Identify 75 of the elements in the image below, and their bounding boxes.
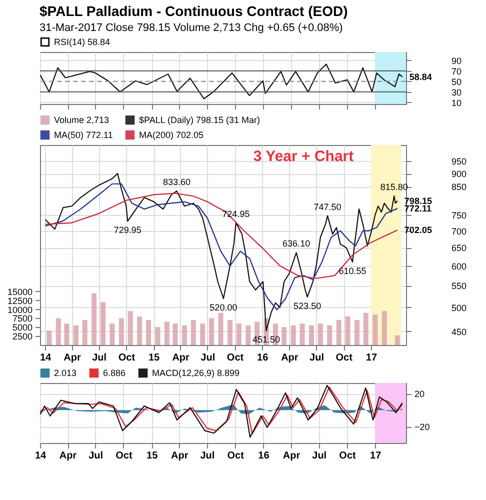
x-tick-label: 14 bbox=[34, 450, 46, 462]
line-series bbox=[44, 192, 398, 279]
y2-tick-label: 7500 bbox=[12, 314, 32, 324]
y-tick-label: 750 bbox=[452, 210, 467, 221]
x-tick-label: Apr bbox=[64, 352, 81, 364]
annotation: 815.80 bbox=[380, 182, 408, 192]
y-tick-label: 500 bbox=[452, 302, 467, 313]
x-tick-label: 14 bbox=[40, 352, 52, 364]
line-series bbox=[40, 64, 403, 100]
legend-label: 2.013 bbox=[54, 368, 77, 378]
x-tick-label: Apr bbox=[172, 352, 190, 364]
y-tick-label: 50 bbox=[452, 76, 462, 87]
annotation: 636.10 bbox=[282, 238, 310, 249]
x-tick-label: 16 bbox=[258, 450, 270, 462]
annotation: 520.00 bbox=[210, 302, 238, 312]
y-tick-label: 600 bbox=[452, 261, 467, 272]
chart-title: $PALL Palladium - Continuous Contract (EOD) bbox=[40, 3, 348, 19]
annotation: 833.60 bbox=[162, 176, 191, 187]
y2-tick-label: 10000 bbox=[7, 304, 32, 315]
legend-label: MACD(12,26,9) 8.899 bbox=[152, 368, 240, 378]
legend-label: $PALL (Daily) 798.15 (31 Mar) bbox=[139, 115, 260, 126]
x-tick-label: Jul bbox=[200, 352, 216, 364]
annotation: 3 Year + Chart bbox=[253, 148, 354, 165]
x-tick-label: Jul bbox=[200, 450, 215, 462]
x-tick-label: Jul bbox=[312, 450, 327, 462]
x-tick-label: Oct bbox=[226, 352, 244, 364]
x-tick-label: Apr bbox=[281, 352, 298, 364]
annotation: 58.84 bbox=[409, 72, 432, 82]
annotation: 747.50 bbox=[314, 202, 342, 212]
y-tick-label: 700 bbox=[452, 226, 467, 236]
x-tick-label: Apr bbox=[59, 450, 77, 462]
y2-tick-label: 12500 bbox=[7, 296, 32, 306]
legend-label: MA(50) 772.11 bbox=[54, 130, 113, 140]
y-tick-label: 70 bbox=[452, 66, 462, 76]
x-tick-label: 15 bbox=[148, 352, 160, 364]
y-tick-label: 900 bbox=[452, 169, 467, 180]
annotation: 451.50 bbox=[252, 334, 280, 345]
x-tick-label: Jul bbox=[310, 352, 324, 364]
legend-label: MA(200) 702.05 bbox=[139, 130, 204, 140]
x-tick-label: Oct bbox=[336, 352, 354, 364]
x-tick-label: Oct bbox=[339, 450, 356, 462]
y-tick-label: 850 bbox=[452, 182, 467, 192]
chart-subtitle: 31-Mar-2017 Close 798.15 Volume 2,713 Chg +0.65 (+0.08%) bbox=[40, 22, 343, 34]
y-tick-label: 10 bbox=[452, 98, 462, 108]
x-tick-label: Jul bbox=[92, 352, 107, 364]
y2-tick-label: 15000 bbox=[7, 286, 32, 297]
y-tick-label: 550 bbox=[452, 281, 467, 292]
x-tick-label: 16 bbox=[257, 352, 269, 364]
annotation: 702.05 bbox=[404, 225, 432, 236]
x-tick-label: 17 bbox=[366, 352, 378, 364]
annotation: 729.95 bbox=[114, 225, 142, 236]
y-tick-label: 90 bbox=[452, 56, 462, 66]
legend-label: RSI(14) 58.84 bbox=[54, 37, 110, 47]
annotation: 523.50 bbox=[294, 300, 322, 311]
y-tick-label: 950 bbox=[452, 156, 467, 167]
y-tick-label: −20 bbox=[414, 422, 430, 432]
x-tick-label: Apr bbox=[282, 450, 300, 462]
y2-tick-label: 5000 bbox=[12, 322, 32, 333]
x-tick-label: Oct bbox=[118, 352, 136, 364]
x-tick-label: Jul bbox=[88, 450, 104, 462]
legend-label: Volume 2,713 bbox=[54, 115, 110, 126]
y2-tick-label: 2500 bbox=[12, 332, 32, 342]
y-tick-label: 20 bbox=[414, 389, 425, 400]
x-tick-label: Oct bbox=[116, 450, 133, 462]
x-tick-label: 17 bbox=[370, 450, 382, 462]
annotation: 798.15 bbox=[404, 196, 432, 206]
y-tick-label: 650 bbox=[452, 243, 467, 254]
x-tick-label: Apr bbox=[171, 450, 188, 462]
annotation: 772.11 bbox=[404, 203, 432, 214]
annotation: 610.55 bbox=[338, 266, 366, 276]
x-tick-label: Oct bbox=[227, 450, 245, 462]
legend-label: 6.886 bbox=[103, 368, 126, 378]
y-tick-label: 450 bbox=[452, 326, 467, 337]
y-tick-label: 30 bbox=[452, 87, 462, 98]
x-tick-label: 15 bbox=[146, 450, 158, 462]
